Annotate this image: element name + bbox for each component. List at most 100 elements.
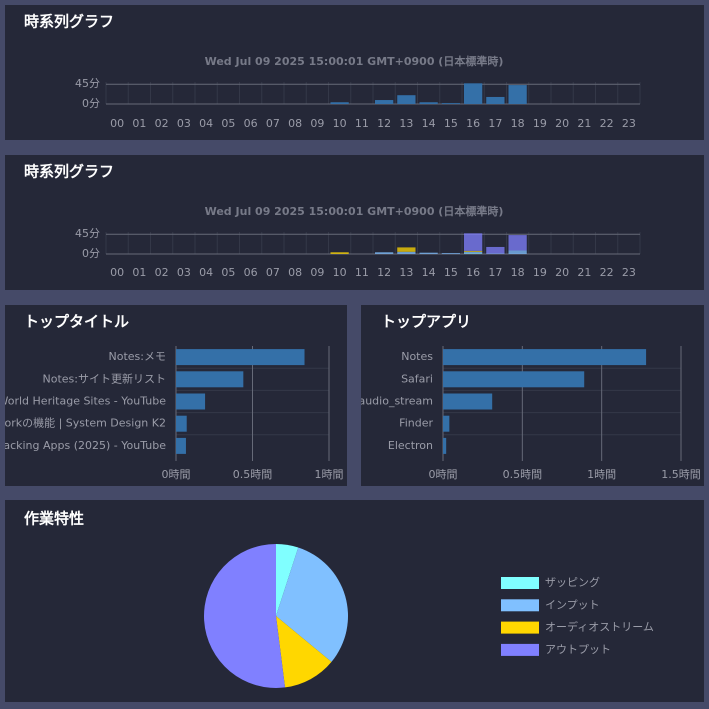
legend-swatch bbox=[501, 621, 539, 634]
pie-slice bbox=[276, 616, 332, 688]
x-tick-label: 21 bbox=[577, 117, 591, 130]
bar-segment bbox=[464, 233, 483, 251]
x-tick-label: 0時間 bbox=[429, 468, 458, 481]
bar-segment bbox=[375, 252, 394, 254]
x-tick-label: 07 bbox=[266, 117, 280, 130]
x-tick-label: 11 bbox=[355, 117, 369, 130]
x-tick-label: 02 bbox=[155, 117, 169, 130]
x-tick-label: 1時間 bbox=[587, 468, 616, 481]
bar bbox=[397, 95, 416, 104]
bar-segment bbox=[330, 252, 349, 254]
x-tick-label: 19 bbox=[533, 266, 547, 279]
x-tick-label: 12 bbox=[377, 266, 391, 279]
panel-title: 時系列グラフ bbox=[24, 163, 114, 181]
bar bbox=[176, 371, 244, 388]
panel bbox=[5, 500, 704, 702]
bar-segment bbox=[397, 247, 416, 252]
x-tick-label: 04 bbox=[199, 266, 213, 279]
x-tick-label: 14 bbox=[422, 117, 436, 130]
bar-segment bbox=[441, 253, 460, 254]
bar bbox=[508, 85, 527, 104]
bar-segment bbox=[464, 250, 483, 252]
bar bbox=[443, 415, 450, 432]
legend-swatch bbox=[501, 599, 539, 612]
x-tick-label: 0時間 bbox=[162, 468, 191, 481]
pie-slice bbox=[276, 547, 349, 662]
bar-segment bbox=[419, 252, 438, 254]
x-tick-label: 00 bbox=[110, 266, 124, 279]
x-tick-label: 22 bbox=[600, 117, 614, 130]
bar bbox=[486, 96, 505, 104]
y-tick-label: 45分 bbox=[75, 77, 100, 90]
label-group: Notes:メモ Notes:サイト更新リスト World Heritage Sit… bbox=[0, 350, 166, 452]
pie-slice bbox=[203, 544, 286, 688]
bar-segment bbox=[508, 235, 527, 251]
y-tick-label: audio_stream bbox=[358, 395, 433, 408]
x-tick-label: 01 bbox=[132, 117, 146, 130]
bar bbox=[176, 349, 305, 366]
panel-title: 時系列グラフ bbox=[24, 13, 114, 31]
x-tick-label: 14 bbox=[422, 266, 436, 279]
x-tick-label: 12 bbox=[377, 117, 391, 130]
bar-segment bbox=[397, 251, 416, 254]
x-tick-label: 02 bbox=[155, 266, 169, 279]
x-tick-label: 1時間 bbox=[315, 468, 344, 481]
y-tick-label: 0分 bbox=[82, 97, 100, 110]
label-group: Notes Safari audio_stream Finder Electron bbox=[358, 350, 433, 452]
bar bbox=[330, 102, 349, 104]
x-tick-label: 13 bbox=[399, 266, 413, 279]
y-tick-label: 45分 bbox=[75, 227, 100, 240]
x-tick-label: 05 bbox=[221, 266, 235, 279]
x-tick-label: 08 bbox=[288, 117, 302, 130]
x-tick-label: 04 bbox=[199, 117, 213, 130]
bar bbox=[375, 100, 394, 104]
bar-segment bbox=[464, 251, 483, 254]
panel-title: トップタイトル bbox=[24, 313, 129, 331]
x-tick-label: 06 bbox=[244, 266, 258, 279]
panel bbox=[361, 305, 704, 486]
x-tick-label: 23 bbox=[622, 266, 636, 279]
legend-swatch bbox=[501, 577, 539, 589]
x-tick-label: 18 bbox=[511, 117, 525, 130]
x-tick-label: 15 bbox=[444, 117, 458, 130]
x-tick-label: 0.5時間 bbox=[503, 468, 543, 481]
legend-swatch bbox=[501, 643, 539, 656]
x-tick-label: 21 bbox=[577, 266, 591, 279]
bar bbox=[443, 349, 647, 366]
y-tick-label: Workの機能 | System Design K2 bbox=[0, 416, 166, 430]
x-tick-label: 10 bbox=[333, 117, 347, 130]
x-tick-label: 0.5時間 bbox=[233, 468, 273, 481]
bar bbox=[441, 103, 460, 104]
y-tick-label: Finder bbox=[399, 417, 433, 430]
bar bbox=[176, 415, 187, 432]
bar bbox=[176, 393, 206, 410]
x-tick-label: 15 bbox=[444, 266, 458, 279]
x-tick-label: 16 bbox=[466, 266, 480, 279]
x-tick-label: 19 bbox=[533, 117, 547, 130]
y-tick-label: Notes bbox=[401, 350, 433, 363]
x-tick-label: 17 bbox=[488, 266, 502, 279]
bar bbox=[176, 437, 186, 454]
x-tick-label: 05 bbox=[221, 117, 235, 130]
legend-label: オーディオストリーム bbox=[545, 620, 654, 634]
y-tick-label: 0分 bbox=[82, 247, 100, 260]
x-tick-label: 18 bbox=[511, 266, 525, 279]
x-tick-label: 10 bbox=[333, 266, 347, 279]
bar-segment bbox=[486, 246, 505, 254]
x-tick-label: 13 bbox=[399, 117, 413, 130]
chart-subtitle: Wed Jul 09 2025 15:00:01 GMT+0900 (日本標準時… bbox=[205, 54, 504, 68]
x-tick-label: 00 bbox=[110, 117, 124, 130]
x-tick-label: 16 bbox=[466, 117, 480, 130]
legend-label: インプット bbox=[545, 598, 600, 611]
bar bbox=[443, 437, 447, 454]
y-tick-label: Notes:サイト更新リスト bbox=[43, 371, 166, 385]
panel bbox=[5, 155, 704, 290]
y-tick-label: World Heritage Sites - YouTube bbox=[0, 395, 166, 408]
x-tick-label: 22 bbox=[600, 266, 614, 279]
legend-label: アウトプット bbox=[545, 643, 611, 656]
x-tick-label: 08 bbox=[288, 266, 302, 279]
bar bbox=[464, 83, 483, 104]
chart-subtitle: Wed Jul 09 2025 15:00:01 GMT+0900 (日本標準時… bbox=[205, 204, 504, 218]
x-tick-label: 09 bbox=[310, 266, 324, 279]
x-tick-label: 20 bbox=[555, 266, 569, 279]
